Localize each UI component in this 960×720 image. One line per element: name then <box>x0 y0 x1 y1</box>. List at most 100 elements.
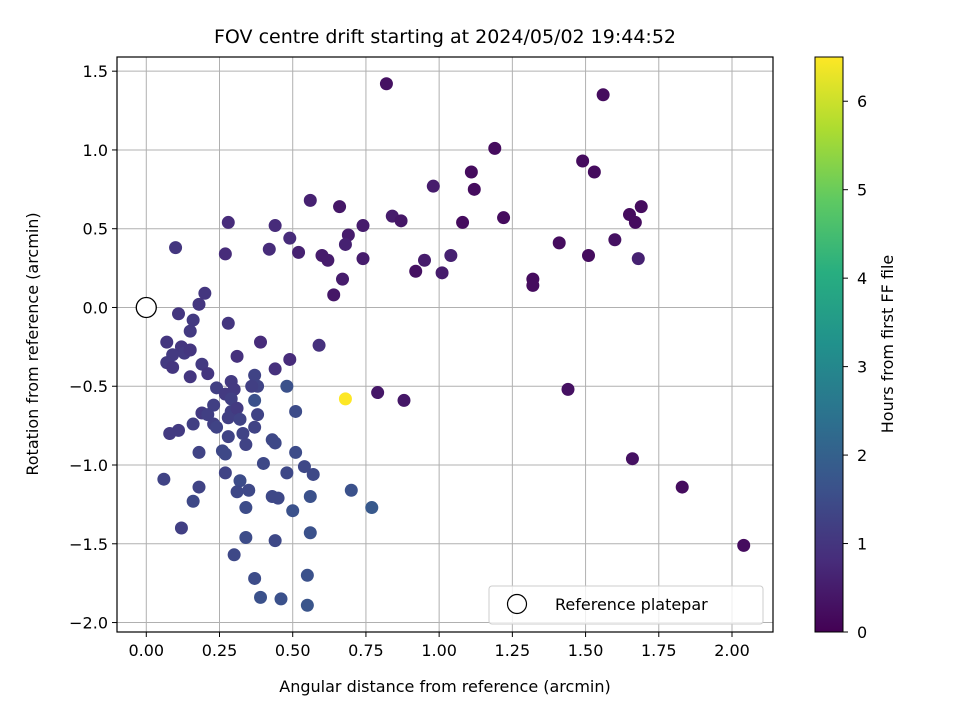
data-point <box>303 526 317 540</box>
data-point <box>268 219 282 233</box>
data-point <box>397 393 411 407</box>
data-point <box>300 598 314 612</box>
grid <box>117 57 773 632</box>
data-point <box>297 460 311 474</box>
data-point <box>582 248 595 262</box>
data-point <box>186 417 200 431</box>
data-point <box>356 219 370 233</box>
x-tick-label: 0.75 <box>348 641 384 660</box>
data-point <box>218 247 232 261</box>
data-point <box>561 382 575 396</box>
data-point <box>675 480 689 494</box>
colorbar-ticks: 0 1 2 3 4 5 6 <box>843 92 867 642</box>
data-point <box>169 241 183 255</box>
data-point <box>289 445 303 459</box>
data-point <box>306 467 320 481</box>
data-point <box>227 548 241 562</box>
y-tick-label: −0.5 <box>69 377 108 396</box>
data-point <box>327 288 341 302</box>
data-point <box>221 215 235 229</box>
data-point <box>271 491 285 505</box>
data-point <box>526 278 540 292</box>
x-tick-label: 1.25 <box>495 641 531 660</box>
data-point <box>183 370 197 384</box>
data-point <box>183 343 197 357</box>
colorbar: 0 1 2 3 4 5 6 Hours from first FF file <box>814 56 897 642</box>
data-point <box>283 352 297 366</box>
data-point <box>201 367 215 381</box>
data-point <box>245 379 259 393</box>
data-point <box>195 357 209 371</box>
data-point <box>239 438 253 452</box>
data-point <box>186 494 200 508</box>
data-point <box>221 430 235 444</box>
legend: Reference platepar <box>488 585 764 625</box>
colorbar-tick-label: 4 <box>857 269 867 288</box>
chart-title: FOV centre drift starting at 2024/05/02 … <box>214 26 676 48</box>
colorbar-tick-label: 0 <box>857 623 867 642</box>
data-points <box>157 77 751 612</box>
data-point <box>236 427 250 441</box>
data-point <box>268 534 282 548</box>
data-point <box>418 253 431 267</box>
data-point <box>248 368 262 382</box>
data-point <box>587 165 601 179</box>
data-point <box>233 474 247 488</box>
data-point <box>239 501 253 515</box>
x-tick-label: 0.25 <box>202 641 238 660</box>
data-point <box>379 77 393 91</box>
data-point <box>625 452 639 466</box>
x-tick-label: 1.00 <box>421 641 457 660</box>
data-point <box>254 335 267 349</box>
data-point <box>174 521 188 535</box>
data-point <box>552 236 566 250</box>
data-point <box>251 408 265 422</box>
data-point <box>303 490 317 504</box>
data-point <box>464 165 478 179</box>
colorbar-gradient <box>814 56 844 633</box>
x-tick-label: 1.75 <box>641 641 677 660</box>
data-point <box>737 538 751 552</box>
colorbar-tick-label: 1 <box>857 535 867 554</box>
data-point <box>338 237 352 251</box>
y-tick-label: −1.0 <box>69 456 108 475</box>
data-point <box>248 420 262 434</box>
data-point <box>160 335 174 349</box>
data-point <box>157 472 171 486</box>
data-point <box>356 252 370 266</box>
data-point <box>256 456 270 470</box>
data-point <box>628 215 642 229</box>
data-point <box>201 408 215 422</box>
data-point <box>192 297 206 311</box>
x-tick-label: 0.50 <box>275 641 311 660</box>
colorbar-tick-label: 6 <box>857 92 867 111</box>
data-point <box>409 264 423 278</box>
data-point <box>166 360 180 374</box>
data-point <box>321 253 335 267</box>
data-point <box>192 480 206 494</box>
y-axis: −2.0 −1.5 −1.0 −0.5 0.0 0.5 1.0 1.5 <box>69 62 117 633</box>
data-point <box>233 412 247 426</box>
data-point <box>576 154 590 168</box>
data-point <box>456 215 470 229</box>
x-axis-label: Angular distance from reference (arcmin) <box>279 677 610 696</box>
data-point <box>300 568 314 582</box>
data-point <box>218 447 232 461</box>
x-axis: 0.00 0.25 0.50 0.75 1.00 1.25 1.50 1.75 2.00 <box>128 632 750 660</box>
data-point <box>242 483 256 497</box>
data-point <box>289 404 303 418</box>
data-point <box>435 266 449 280</box>
data-point <box>312 338 326 352</box>
data-point <box>268 436 282 450</box>
data-point <box>224 392 238 406</box>
data-point <box>280 466 294 480</box>
data-point <box>283 231 297 245</box>
data-point <box>336 272 349 286</box>
data-point <box>488 141 502 155</box>
data-point <box>634 200 648 214</box>
data-point <box>239 530 253 544</box>
x-tick-label: 0.00 <box>128 641 164 660</box>
data-point <box>207 398 221 412</box>
legend-label: Reference platepar <box>555 595 708 614</box>
y-tick-label: 1.5 <box>83 62 108 81</box>
